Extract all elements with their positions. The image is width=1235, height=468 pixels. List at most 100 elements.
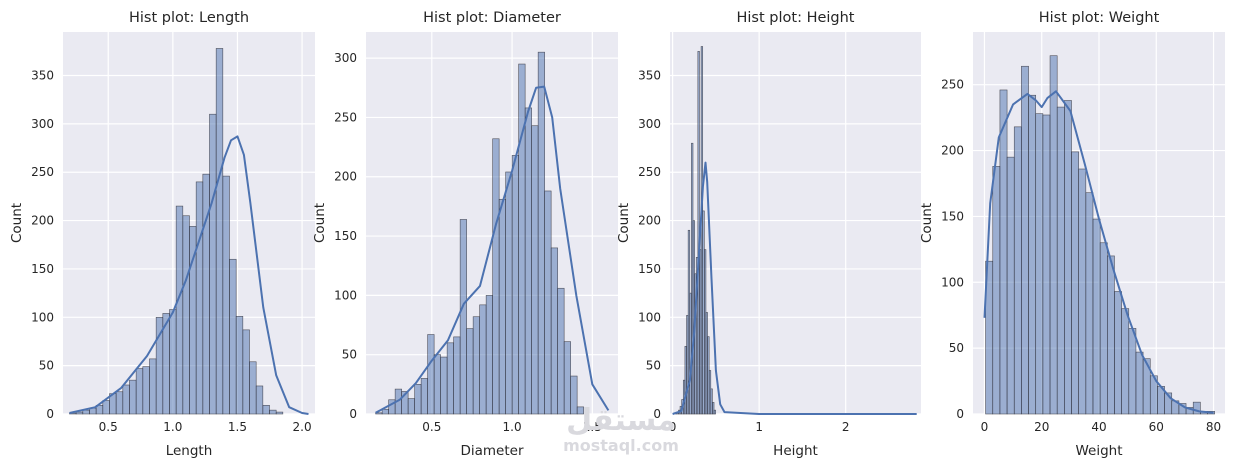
kde-line xyxy=(983,90,1214,414)
kde-line xyxy=(672,161,917,415)
histogram-bar xyxy=(576,406,584,415)
histogram-bar xyxy=(550,247,558,415)
y-tick-label: 100 xyxy=(638,310,661,324)
histogram-bar xyxy=(129,379,137,415)
histogram-bar xyxy=(135,368,144,415)
histogram-bar xyxy=(498,198,506,415)
histogram-bar xyxy=(466,328,474,415)
histogram-bar xyxy=(1013,126,1022,415)
histogram-bar xyxy=(235,316,244,415)
histogram-bar xyxy=(420,378,428,415)
y-tick-label: 0 xyxy=(46,407,54,421)
y-axis-label: Count xyxy=(919,203,935,243)
histogram-bar xyxy=(999,89,1008,415)
histogram-bar xyxy=(492,138,500,415)
histogram-bar xyxy=(381,408,389,415)
y-tick-label: 200 xyxy=(31,214,54,228)
histogram-bar xyxy=(1092,218,1101,415)
histogram-bar xyxy=(414,384,422,415)
y-tick-label: 50 xyxy=(646,359,661,373)
x-axis-label: Diameter xyxy=(460,443,523,459)
histogram-bar xyxy=(195,181,204,415)
histogram-bar xyxy=(1035,113,1044,415)
x-tick-label: 0.5 xyxy=(422,420,441,434)
y-tick-label: 100 xyxy=(941,275,964,289)
x-tick-label: 0.5 xyxy=(99,420,118,434)
histogram-bar xyxy=(518,63,526,415)
y-axis-label: Count xyxy=(312,203,328,243)
histogram-bar xyxy=(433,354,441,415)
y-axis-label: Count xyxy=(616,203,632,243)
x-axis-label: Length xyxy=(166,443,213,459)
y-tick-label: 50 xyxy=(342,348,357,362)
histogram-bar xyxy=(169,309,177,415)
histogram-bar xyxy=(142,366,150,415)
histogram-bar xyxy=(149,358,157,415)
histogram-bar xyxy=(524,107,532,415)
histogram-bar xyxy=(1064,100,1072,415)
x-tick-label: 0 xyxy=(669,420,677,434)
kde-line xyxy=(375,85,610,414)
y-tick-label: 50 xyxy=(39,359,54,373)
y-tick-label: 300 xyxy=(31,117,54,131)
y-tick-label: 250 xyxy=(941,78,964,92)
histogram-bar xyxy=(1099,242,1108,415)
histogram-bar xyxy=(209,113,217,415)
x-tick-label: 60 xyxy=(1149,420,1164,434)
x-tick-label: 0 xyxy=(981,420,989,434)
y-tick-label: 100 xyxy=(31,310,54,324)
y-tick-label: 300 xyxy=(334,51,357,65)
histogram-bar xyxy=(215,48,224,415)
x-tick-label: 1.5 xyxy=(583,420,602,434)
chart-panel-4: 0 20 40 60 80 0 50 100 150 200 250 Hist plot: Weigh… xyxy=(919,10,1225,459)
chart-panel-2: 0.5 1.0 1.5 0 50 100 150 200 250 300 Hist plot: Di… xyxy=(312,10,618,459)
histogram-bar xyxy=(537,51,545,415)
y-tick-label: 300 xyxy=(638,117,661,131)
histogram-bar xyxy=(427,334,435,415)
y-tick-label: 0 xyxy=(653,407,661,421)
histogram-bar xyxy=(255,385,264,415)
histogram-bar xyxy=(1192,401,1201,415)
histogram-bar xyxy=(713,409,716,415)
histogram-bar xyxy=(1121,308,1130,415)
y-tick-label: 350 xyxy=(638,69,661,83)
x-tick-label: 1.0 xyxy=(503,420,522,434)
x-axis-label: Weight xyxy=(1075,443,1122,459)
histogram-bar xyxy=(1135,351,1144,415)
y-tick-label: 150 xyxy=(638,262,661,276)
histogram-bar xyxy=(1042,114,1051,415)
histogram-bar xyxy=(1056,106,1065,415)
histogram-bar xyxy=(446,342,454,415)
histogram-bar xyxy=(262,404,270,415)
histogram-bar xyxy=(115,391,124,415)
y-tick-label: 150 xyxy=(941,209,964,223)
histogram-bar xyxy=(229,258,237,415)
histogram-bar xyxy=(710,388,713,415)
histogram-bar xyxy=(122,384,130,415)
x-tick-label: 80 xyxy=(1206,420,1221,434)
x-tick-label: 1 xyxy=(755,420,763,434)
y-tick-label: 250 xyxy=(31,165,54,179)
y-tick-label: 250 xyxy=(334,110,357,124)
histogram-bar xyxy=(453,336,461,415)
histogram-bar xyxy=(712,402,715,415)
x-tick-label: 2.0 xyxy=(293,420,312,434)
x-tick-label: 1.5 xyxy=(228,420,247,434)
y-axis-label: Count xyxy=(9,203,25,243)
histogram-bar xyxy=(1049,55,1058,415)
y-tick-label: 250 xyxy=(638,165,661,179)
chart-title: Hist plot: Length xyxy=(129,10,249,26)
y-tick-label: 150 xyxy=(334,229,357,243)
y-tick-label: 50 xyxy=(949,341,964,355)
y-tick-label: 0 xyxy=(349,407,357,421)
chart-title: Hist plot: Diameter xyxy=(423,10,561,26)
histogram-bar xyxy=(75,411,84,415)
histogram-bar xyxy=(222,175,230,415)
histogram-bar xyxy=(479,304,487,415)
histogram-bar xyxy=(269,409,277,415)
histogram-bar xyxy=(485,295,493,415)
histogram-bar xyxy=(1071,151,1079,415)
y-tick-label: 350 xyxy=(31,69,54,83)
chart-title: Hist plot: Height xyxy=(737,10,855,26)
